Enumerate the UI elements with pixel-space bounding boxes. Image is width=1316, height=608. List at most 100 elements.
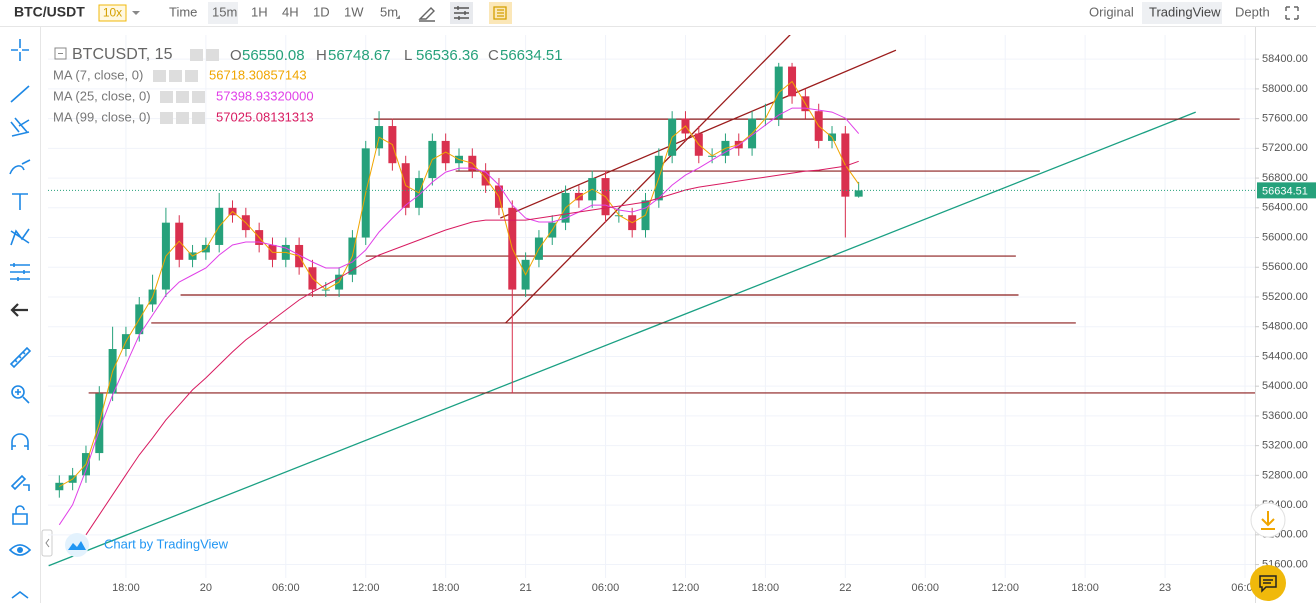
trendline-tool[interactable] bbox=[10, 85, 30, 103]
last-price-label-bg bbox=[1257, 182, 1316, 199]
pattern-tool[interactable] bbox=[10, 228, 30, 246]
view-active-bg bbox=[1142, 2, 1222, 24]
plot-area bbox=[48, 35, 1255, 567]
y-tick-label: 55600.00 bbox=[1262, 261, 1308, 273]
visibility-tool[interactable] bbox=[8, 544, 32, 556]
collapse-arrow bbox=[45, 538, 50, 548]
draw-icon[interactable] bbox=[418, 7, 435, 22]
leverage-box[interactable] bbox=[98, 4, 127, 22]
brush-tool[interactable] bbox=[9, 159, 31, 175]
legend-icon[interactable] bbox=[153, 70, 166, 82]
ohlc-value: 56536.36 bbox=[416, 47, 479, 64]
x-tick-label: 18:00 bbox=[432, 582, 460, 594]
x-tick-label: 18:00 bbox=[1071, 582, 1099, 594]
x-tick-label: 23 bbox=[1159, 582, 1171, 594]
interval[interactable]: 1D bbox=[313, 4, 330, 19]
legend-icon[interactable] bbox=[176, 112, 189, 124]
moving-average-line bbox=[85, 160, 859, 536]
remove-tool[interactable] bbox=[11, 591, 29, 599]
magnet-tool[interactable] bbox=[11, 433, 29, 450]
x-tick-label: 12:00 bbox=[352, 582, 380, 594]
ruler-tool[interactable] bbox=[9, 346, 32, 369]
legend-icon[interactable] bbox=[160, 91, 173, 103]
y-tick-label: 54800.00 bbox=[1262, 321, 1308, 333]
fullscreen-icon[interactable] bbox=[1285, 6, 1299, 20]
dropdown-arrow[interactable] bbox=[132, 11, 140, 15]
y-tick-label: 54400.00 bbox=[1262, 350, 1308, 362]
interval[interactable]: 1H bbox=[251, 4, 268, 19]
trend-line bbox=[48, 111, 1196, 567]
y-tick-label: 58000.00 bbox=[1262, 83, 1308, 95]
y-tick-label: 56000.00 bbox=[1262, 231, 1308, 243]
watermark-logo-bg bbox=[65, 533, 89, 557]
legend-icon[interactable] bbox=[190, 49, 203, 61]
legend-icon[interactable] bbox=[185, 70, 198, 82]
fib-tool[interactable] bbox=[10, 117, 30, 137]
collapse-tab[interactable] bbox=[41, 529, 53, 557]
indicator-icon[interactable] bbox=[493, 6, 507, 20]
y-tick-label: 53600.00 bbox=[1262, 410, 1308, 422]
interval[interactable]: 5m bbox=[380, 4, 398, 19]
moving-average-line bbox=[58, 107, 860, 526]
legend-value: 56718.30857143 bbox=[209, 67, 307, 82]
y-tick-label: 57600.00 bbox=[1262, 113, 1308, 125]
x-tick-label: 12:00 bbox=[991, 582, 1019, 594]
legend-icon[interactable] bbox=[169, 70, 182, 82]
symbol[interactable]: BTC/USDT bbox=[14, 4, 85, 20]
legend-name: MA (99, close, 0) bbox=[53, 109, 151, 124]
x-tick-label: 21 bbox=[519, 582, 531, 594]
legend-icon[interactable] bbox=[160, 112, 173, 124]
legend-icon[interactable] bbox=[176, 91, 189, 103]
chat-icon bbox=[1259, 575, 1277, 593]
ohlc-prefix: L bbox=[404, 47, 412, 64]
back-tool[interactable] bbox=[10, 303, 28, 317]
watermark-logo bbox=[68, 541, 86, 550]
interval[interactable]: Time bbox=[169, 4, 197, 19]
toolbar bbox=[8, 39, 32, 599]
watermark[interactable]: Chart by TradingView bbox=[104, 536, 229, 551]
y-tick-label: 52800.00 bbox=[1262, 469, 1308, 481]
moving-average-line bbox=[59, 80, 860, 487]
view-tab[interactable]: Original bbox=[1089, 4, 1134, 19]
ohlc-value: 56748.67 bbox=[328, 47, 391, 64]
interval-corner bbox=[396, 15, 400, 19]
y-tick-label: 56800.00 bbox=[1262, 172, 1308, 184]
interval[interactable]: 15m bbox=[212, 4, 237, 19]
y-tick-label: 57200.00 bbox=[1262, 142, 1308, 154]
visibility-pupil bbox=[17, 547, 23, 553]
interval[interactable]: 1W bbox=[344, 4, 364, 19]
stay-drawing-tool[interactable] bbox=[10, 474, 30, 491]
x-tick-label: 06:00 bbox=[272, 582, 300, 594]
lock-tool[interactable] bbox=[12, 505, 28, 525]
legend-icons bbox=[153, 49, 219, 124]
view-tab[interactable]: TradingView bbox=[1149, 4, 1221, 19]
ohlc-prefix: O bbox=[230, 47, 242, 64]
legend-icon[interactable] bbox=[192, 91, 205, 103]
y-tick-label: 54000.00 bbox=[1262, 380, 1308, 392]
ohlc-value: 56634.51 bbox=[500, 47, 563, 64]
y-tick-label: 53200.00 bbox=[1262, 440, 1308, 452]
prediction-tool[interactable] bbox=[10, 263, 30, 281]
x-tick-label: 18:00 bbox=[112, 582, 140, 594]
crosshair-tool[interactable] bbox=[11, 39, 29, 61]
y-tick-label: 58400.00 bbox=[1262, 53, 1308, 65]
y-tick-label: 55200.00 bbox=[1262, 291, 1308, 303]
legend-icon[interactable] bbox=[206, 49, 219, 61]
settings-icon[interactable] bbox=[454, 6, 469, 20]
ohlc-value: 56550.08 bbox=[242, 47, 305, 64]
ohlc-prefix: H bbox=[316, 47, 327, 64]
text-tool[interactable] bbox=[12, 193, 28, 210]
legend-icon[interactable] bbox=[192, 112, 205, 124]
collapse-legend[interactable] bbox=[54, 47, 67, 60]
zoom-tool[interactable] bbox=[11, 385, 25, 399]
x-tick-label: 20 bbox=[200, 582, 212, 594]
view-tab[interactable]: Depth bbox=[1235, 4, 1270, 19]
y-tick-label: 56400.00 bbox=[1262, 202, 1308, 214]
legend-value: 57025.08131313 bbox=[216, 109, 314, 124]
leverage[interactable]: 10x bbox=[103, 6, 122, 20]
candle-body bbox=[854, 190, 863, 197]
interval[interactable]: 4H bbox=[282, 4, 299, 19]
axes: 51600.0052000.0052400.0052800.0053200.00… bbox=[112, 27, 1316, 603]
